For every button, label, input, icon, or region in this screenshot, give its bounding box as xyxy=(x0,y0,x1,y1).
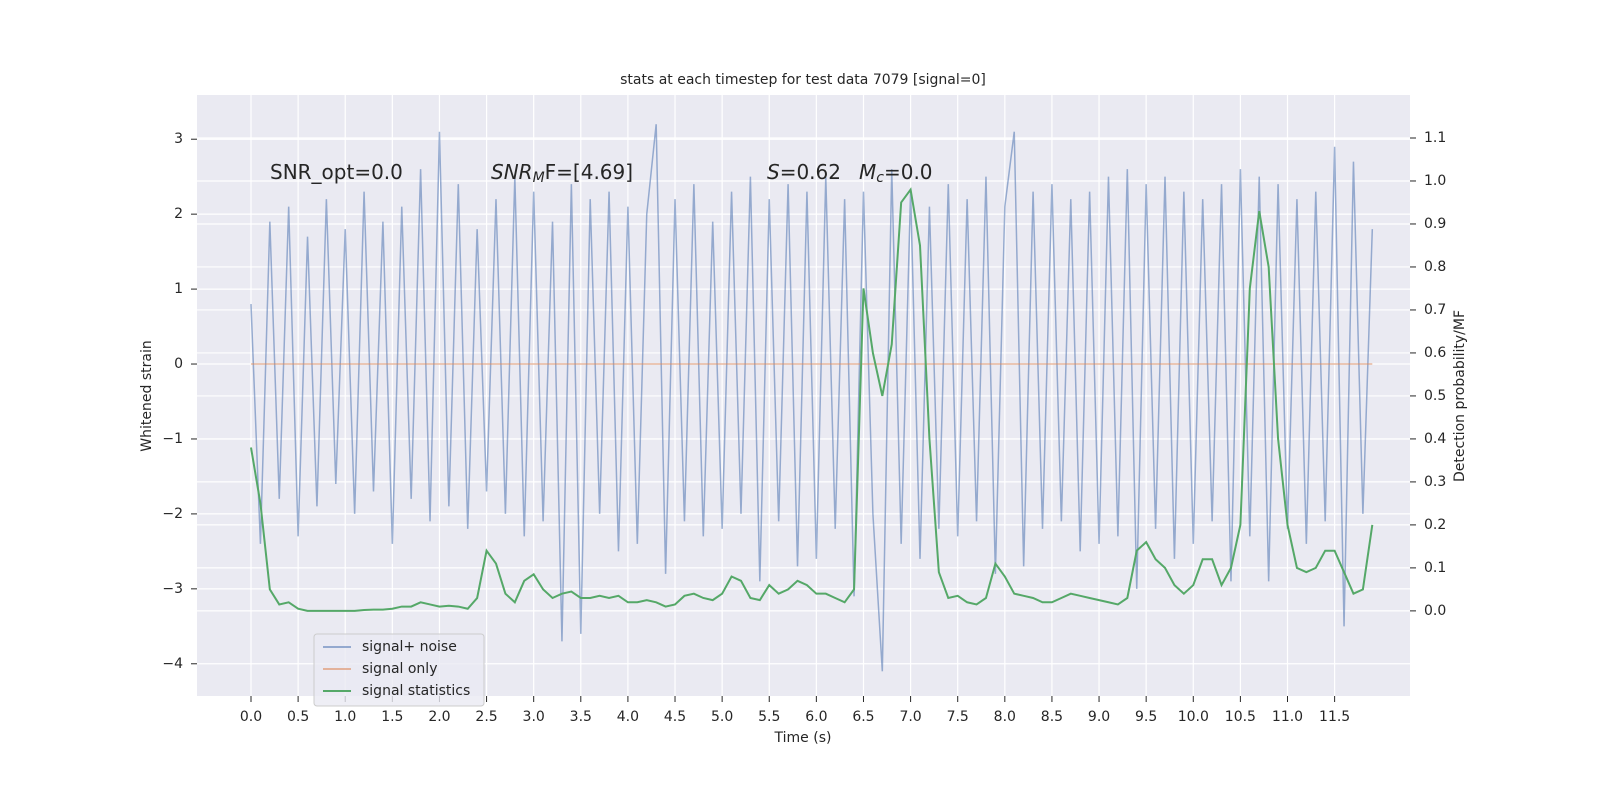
y2-tick-label: 1.1 xyxy=(1424,130,1446,146)
x-tick-label: 4.5 xyxy=(664,709,686,725)
x-tick-label: 3.0 xyxy=(523,709,545,725)
y2-tick-label: 0.6 xyxy=(1424,345,1446,361)
series-line xyxy=(250,187,1374,612)
x-tick-label: 0.5 xyxy=(287,709,309,725)
y2-tick-label: 0.4 xyxy=(1424,431,1446,447)
x-tick-label: 9.5 xyxy=(1135,709,1157,725)
x-tick-label: 0.0 xyxy=(240,709,262,725)
y2-tick-label: 0.0 xyxy=(1424,603,1446,619)
annotation: S=0.62 xyxy=(767,160,841,184)
y-tick-label: 3 xyxy=(174,131,183,147)
y2-tick-label: 0.1 xyxy=(1424,560,1446,576)
legend-box xyxy=(313,633,485,707)
annotation-text: =0.62 xyxy=(780,160,841,184)
legend-label: signal+ noise xyxy=(362,639,457,655)
x-tick-label: 10.0 xyxy=(1178,709,1209,725)
x-tick-label: 6.5 xyxy=(852,709,874,725)
y-tick-label: −4 xyxy=(162,656,183,672)
annotation-text: S xyxy=(767,160,780,184)
y2-tick-label: 0.3 xyxy=(1424,474,1446,490)
series-line xyxy=(250,124,1374,672)
annotation-text: SNR_opt=0.0 xyxy=(270,160,403,184)
legend-label: signal only xyxy=(362,661,437,677)
legend-label: signal statistics xyxy=(362,683,470,699)
legend: signal+ noise signal only signal statistic… xyxy=(313,633,485,707)
annotation-subscript: c xyxy=(876,170,884,186)
y-tick-label: −3 xyxy=(162,581,183,597)
annotation-text: =0.0 xyxy=(884,160,933,184)
x-tick-label: 1.5 xyxy=(381,709,403,725)
y-tick-label: 1 xyxy=(174,281,183,297)
x-tick-label: 2.0 xyxy=(428,709,450,725)
y-axis-label: Whitened strain xyxy=(139,340,155,451)
y2-tick-label: 1.0 xyxy=(1424,173,1446,189)
y2-axis-label: Detection probability/MF xyxy=(1452,310,1468,482)
x-tick-label: 1.0 xyxy=(334,709,356,725)
x-tick-label: 10.5 xyxy=(1225,709,1256,725)
y2-tick-label: 0.9 xyxy=(1424,216,1446,232)
y-tick-label: −2 xyxy=(162,506,183,522)
annotation: SNRMF=[4.69] xyxy=(491,160,633,187)
x-tick-label: 7.0 xyxy=(899,709,921,725)
annotation: SNR_opt=0.0 xyxy=(270,160,403,184)
chart-title: stats at each timestep for test data 707… xyxy=(620,72,986,88)
x-tick-label: 9.0 xyxy=(1088,709,1110,725)
x-tick-label: 2.5 xyxy=(475,709,497,725)
y-tick-label: 0 xyxy=(174,356,183,372)
y2-tick-label: 0.8 xyxy=(1424,259,1446,275)
y2-tick-label: 0.7 xyxy=(1424,302,1446,318)
x-tick-label: 5.5 xyxy=(758,709,780,725)
x-tick-label: 8.0 xyxy=(994,709,1016,725)
y2-tick-label: 0.2 xyxy=(1424,517,1446,533)
x-tick-label: 4.0 xyxy=(617,709,639,725)
annotation-text: M xyxy=(859,160,876,184)
y2-tick-label: 0.5 xyxy=(1424,388,1446,404)
x-tick-label: 7.5 xyxy=(947,709,969,725)
x-tick-label: 8.5 xyxy=(1041,709,1063,725)
annotation: Mc=0.0 xyxy=(859,160,933,187)
y-tick-label: −1 xyxy=(162,431,183,447)
x-tick-label: 5.0 xyxy=(711,709,733,725)
x-tick-label: 6.0 xyxy=(805,709,827,725)
annotation-text: F=[4.69] xyxy=(545,160,633,184)
x-tick-label: 3.5 xyxy=(570,709,592,725)
annotation-subscript: M xyxy=(533,170,545,186)
y-tick-label: 2 xyxy=(174,206,183,222)
annotation-text: SNR xyxy=(491,160,533,184)
x-axis-label: Time (s) xyxy=(774,730,832,746)
x-tick-label: 11.5 xyxy=(1319,709,1350,725)
x-tick-label: 11.0 xyxy=(1272,709,1303,725)
